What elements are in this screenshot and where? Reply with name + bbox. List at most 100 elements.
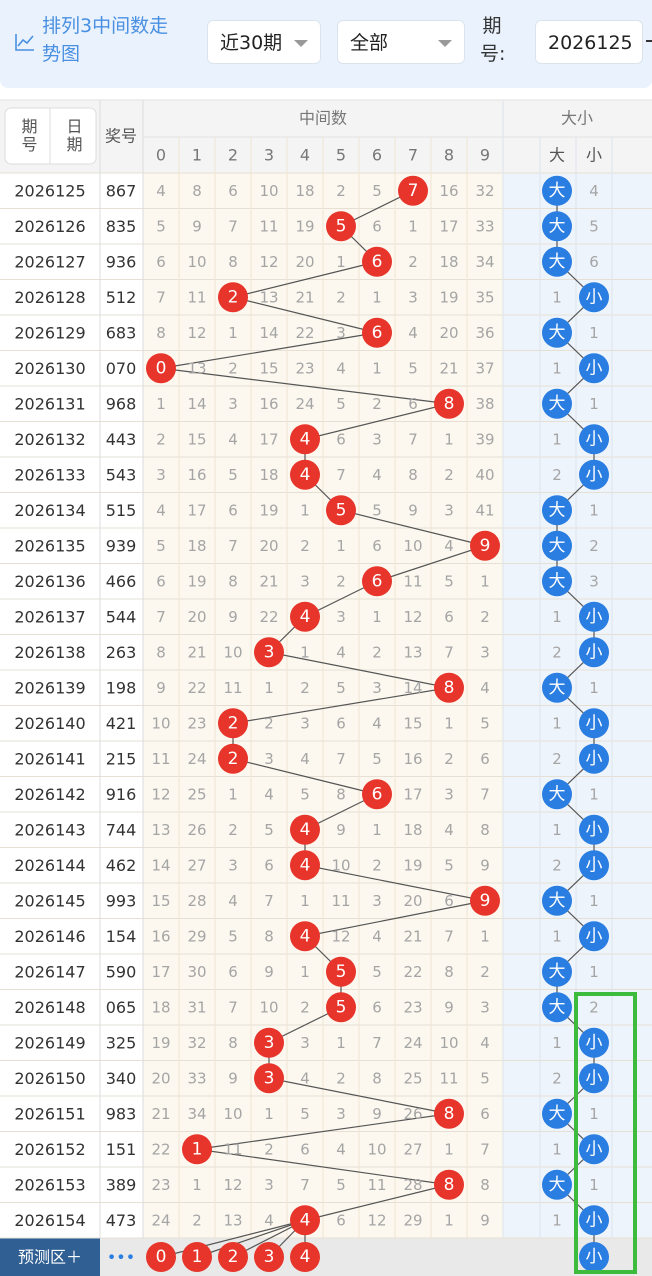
miss-count: 18 bbox=[295, 182, 314, 200]
title: 排列3中间数走势图 bbox=[42, 15, 169, 65]
miss-count: 3 bbox=[264, 1176, 274, 1194]
miss-count: 25 bbox=[187, 785, 206, 803]
size-miss: 1 bbox=[589, 324, 599, 342]
miss-count: 4 bbox=[444, 537, 454, 555]
miss-count: 19 bbox=[439, 288, 458, 306]
size-ball bbox=[542, 246, 572, 277]
miss-count: 5 bbox=[228, 927, 238, 945]
miss-count: 1 bbox=[444, 714, 454, 732]
miss-count: 41 bbox=[475, 501, 494, 519]
size-miss: 1 bbox=[552, 821, 562, 839]
issue-input-text: 2026125 bbox=[548, 32, 633, 54]
middle-ball bbox=[470, 530, 500, 561]
miss-count: 13 bbox=[187, 359, 206, 377]
digit-header: 8 bbox=[444, 146, 454, 165]
middle-ball-text: 3 bbox=[264, 1033, 275, 1053]
miss-count: 3 bbox=[372, 430, 382, 448]
size-miss: 2 bbox=[589, 998, 599, 1016]
miss-count: 8 bbox=[228, 253, 238, 271]
size-miss: 1 bbox=[589, 785, 599, 803]
middle-ball-text: 1 bbox=[192, 1139, 203, 1159]
miss-count: 2 bbox=[192, 1211, 202, 1229]
size-miss: 1 bbox=[552, 1211, 562, 1229]
filter-select[interactable]: 全部 bbox=[337, 20, 465, 64]
miss-count: 20 bbox=[403, 892, 422, 910]
miss-count: 2 bbox=[300, 537, 310, 555]
size-ball-text: 大 bbox=[549, 962, 566, 982]
size-ball-text: 小 bbox=[586, 1033, 603, 1053]
predict-ball-text: 2 bbox=[228, 1247, 239, 1267]
middle-ball-text: 3 bbox=[264, 642, 275, 662]
size-miss: 1 bbox=[589, 679, 599, 697]
middle-ball-text: 4 bbox=[300, 465, 311, 485]
size-ball-text: 大 bbox=[549, 252, 566, 272]
miss-count: 34 bbox=[475, 253, 494, 271]
miss-count: 7 bbox=[228, 217, 238, 235]
miss-count: 4 bbox=[408, 324, 418, 342]
miss-count: 9 bbox=[480, 1211, 490, 1229]
miss-count: 20 bbox=[259, 537, 278, 555]
issue: 2026148 bbox=[14, 998, 85, 1017]
miss-count: 1 bbox=[228, 324, 238, 342]
predict-ball bbox=[254, 1242, 284, 1272]
predict-ball-text: 0 bbox=[156, 1247, 167, 1267]
middle-ball-text: 4 bbox=[300, 607, 311, 627]
miss-count: 2 bbox=[372, 395, 382, 413]
miss-count: 2 bbox=[336, 182, 346, 200]
draw: 867 bbox=[106, 181, 137, 200]
digit-header: 7 bbox=[408, 146, 418, 165]
miss-count: 1 bbox=[300, 892, 310, 910]
miss-count: 8 bbox=[480, 1176, 490, 1194]
issue-input[interactable]: 2026125 bbox=[535, 20, 643, 64]
predict-bg bbox=[0, 1238, 652, 1276]
issue: 2026143 bbox=[14, 820, 85, 839]
miss-count: 22 bbox=[259, 608, 278, 626]
miss-count: 1 bbox=[372, 359, 382, 377]
miss-count: 33 bbox=[187, 1069, 206, 1087]
draw: 936 bbox=[106, 252, 137, 271]
miss-count: 14 bbox=[151, 856, 170, 874]
miss-count: 7 bbox=[480, 785, 490, 803]
size-ball-text: 大 bbox=[549, 784, 566, 804]
range-select[interactable]: 近30期 bbox=[207, 20, 321, 64]
size-miss: 1 bbox=[552, 714, 562, 732]
digit-header: 5 bbox=[336, 146, 346, 165]
miss-count: 6 bbox=[156, 253, 166, 271]
miss-count: 16 bbox=[151, 927, 170, 945]
middle-ball bbox=[146, 353, 176, 384]
miss-count: 7 bbox=[156, 608, 166, 626]
miss-count: 9 bbox=[192, 217, 202, 235]
middle-ball-text: 5 bbox=[336, 962, 347, 982]
size-ball bbox=[542, 388, 572, 419]
miss-count: 6 bbox=[264, 856, 274, 874]
miss-count: 1 bbox=[336, 1034, 346, 1052]
size-miss: 4 bbox=[589, 182, 599, 200]
size-ball bbox=[579, 459, 609, 490]
miss-count: 7 bbox=[336, 750, 346, 768]
middle-ball-text: 8 bbox=[444, 394, 455, 414]
miss-count: 8 bbox=[480, 821, 490, 839]
miss-count: 24 bbox=[403, 1034, 422, 1052]
draw: 683 bbox=[106, 323, 137, 342]
miss-count: 12 bbox=[151, 785, 170, 803]
size-miss: 1 bbox=[589, 1176, 599, 1194]
middle-ball bbox=[434, 672, 464, 703]
size-ball-text: 小 bbox=[586, 820, 603, 840]
size-ball bbox=[542, 885, 572, 916]
miss-count: 8 bbox=[228, 572, 238, 590]
size-ball-text: 大 bbox=[549, 571, 566, 591]
middle-ball-text: 4 bbox=[300, 1210, 311, 1230]
middle-ball bbox=[398, 175, 428, 206]
highlight-box bbox=[574, 992, 637, 1274]
miss-count: 9 bbox=[408, 501, 418, 519]
size-ball bbox=[542, 530, 572, 561]
draw: 590 bbox=[106, 962, 137, 981]
middle-ball-text: 2 bbox=[228, 287, 239, 307]
miss-count: 6 bbox=[228, 182, 238, 200]
miss-count: 1 bbox=[300, 643, 310, 661]
issue: 2026138 bbox=[14, 643, 85, 662]
miss-count: 1 bbox=[264, 679, 274, 697]
middle-ball bbox=[290, 601, 320, 632]
middle-ball-text: 0 bbox=[156, 358, 167, 378]
miss-count: 6 bbox=[156, 572, 166, 590]
